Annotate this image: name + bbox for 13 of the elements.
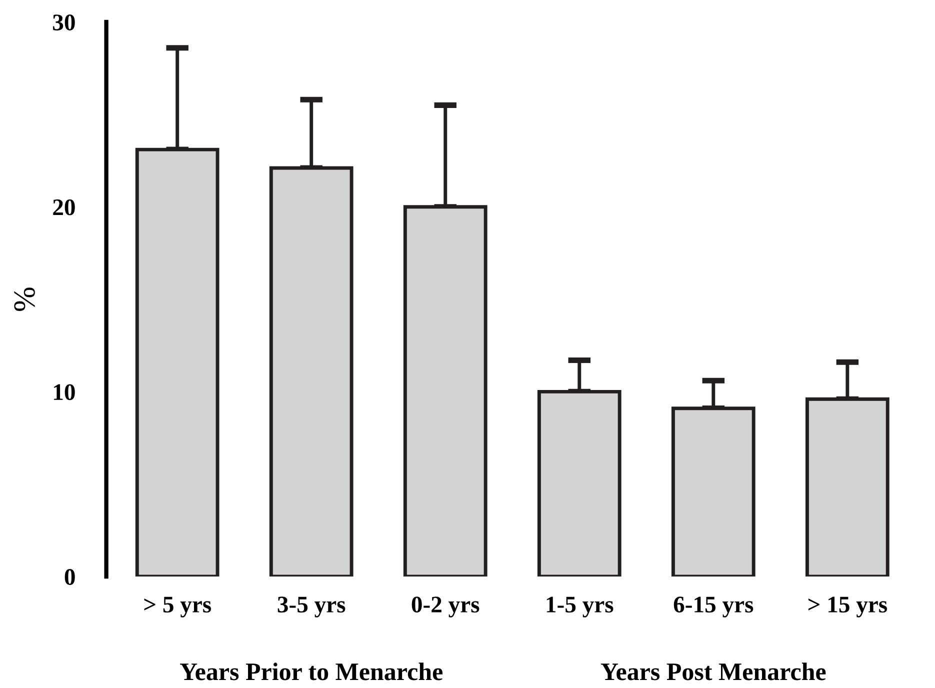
- x-tick-label: 1-5 yrs: [546, 596, 614, 618]
- text: Years Post Menarche: [600, 662, 826, 680]
- y-tick-label: 20: [53, 199, 75, 216]
- x-tick-label: 0-2 yrs: [412, 596, 480, 618]
- text: Years Prior to Menarche: [180, 662, 442, 680]
- y-axis-title: %: [14, 288, 35, 311]
- x-tick-label: > 15 yrs: [808, 596, 888, 618]
- x-tick-label: > 5 yrs: [144, 596, 212, 618]
- x-tick-label: 3-5 yrs: [278, 596, 346, 618]
- y-tick-label: 10: [54, 384, 75, 400]
- x-tick-label: 6-15 yrs: [674, 596, 754, 618]
- y-tick-label: 0: [64, 569, 75, 585]
- y-tick-label: 30: [53, 14, 75, 30]
